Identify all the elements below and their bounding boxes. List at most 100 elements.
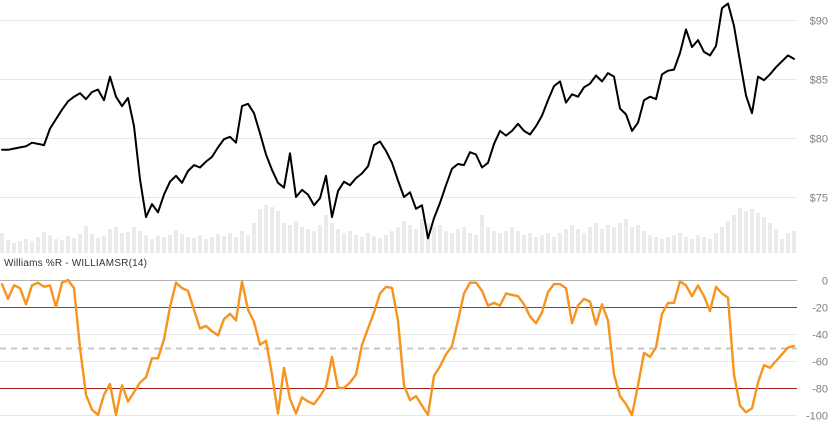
volume-bar — [618, 223, 622, 253]
volume-bar — [330, 223, 334, 253]
volume-bar — [600, 229, 604, 253]
volume-bar — [102, 236, 106, 253]
volume-bar — [606, 225, 610, 253]
volume-bar — [474, 235, 478, 253]
volume-bar — [90, 234, 94, 253]
volume-bar — [408, 225, 412, 253]
volume-bar — [318, 225, 322, 253]
volume-bar — [444, 231, 448, 253]
volume-bar — [42, 232, 46, 253]
volume-bar — [480, 215, 484, 253]
volume-bar — [270, 207, 274, 253]
volume-bar — [216, 234, 220, 253]
volume-bar — [204, 239, 208, 253]
volume-bar — [126, 232, 130, 253]
volume-bar — [570, 225, 574, 253]
volume-bar — [762, 217, 766, 253]
volume-bar — [636, 225, 640, 253]
volume-bar — [342, 233, 346, 253]
volume-bar — [774, 229, 778, 253]
volume-bar — [396, 227, 400, 253]
volume-bar — [96, 238, 100, 253]
volume-bar — [504, 231, 508, 253]
volume-bar — [234, 237, 238, 253]
volume-bar — [378, 238, 382, 253]
volume-bar — [12, 243, 16, 253]
price-axis-label: $90 — [810, 16, 828, 28]
volume-bar — [786, 233, 790, 253]
volume-bar — [654, 237, 658, 253]
price-gridlines — [0, 20, 797, 198]
volume-bar — [210, 237, 214, 253]
volume-bar — [402, 221, 406, 253]
volume-bar — [54, 239, 58, 253]
volume-bar — [174, 230, 178, 253]
volume-bar — [138, 231, 142, 253]
volume-bar — [150, 239, 154, 253]
williams-axis-label: -20 — [812, 303, 828, 315]
price-axis-labels: $90 $85 $80 $75 — [810, 16, 828, 205]
price-axis-label: $75 — [810, 193, 828, 205]
volume-bar — [678, 233, 682, 253]
volume-bar — [240, 231, 244, 253]
volume-bar — [384, 235, 388, 253]
volume-bar — [660, 239, 664, 253]
volume-bar — [132, 227, 136, 253]
volume-bar — [732, 215, 736, 253]
volume-bar — [144, 235, 148, 253]
volume-bar — [792, 231, 796, 253]
volume-bar — [108, 229, 112, 253]
volume-bar — [36, 237, 40, 253]
volume-bar — [366, 233, 370, 253]
volume-bar — [30, 241, 34, 253]
price-axis-label: $85 — [810, 75, 828, 87]
williams-axis-label: -60 — [812, 357, 828, 369]
volume-bar — [612, 227, 616, 253]
volume-bar — [642, 231, 646, 253]
volume-bar — [312, 231, 316, 253]
volume-bar — [648, 235, 652, 253]
volume-bar — [552, 237, 556, 253]
volume-bar — [0, 233, 4, 253]
volume-bar — [252, 223, 256, 253]
williams-axis-label: -100 — [806, 411, 828, 423]
volume-bar — [246, 235, 250, 253]
volume-bar — [294, 221, 298, 253]
volume-bar — [666, 237, 670, 253]
williams-axis-label: -80 — [812, 384, 828, 396]
volume-bar — [690, 239, 694, 253]
volume-bar — [432, 227, 436, 253]
volume-bar — [564, 229, 568, 253]
volume-bar — [264, 205, 268, 253]
volume-bar — [300, 227, 304, 253]
volume-bar — [348, 231, 352, 253]
volume-bar — [492, 231, 496, 253]
volume-bar — [6, 240, 10, 253]
volume-bar — [522, 235, 526, 253]
williams-axis-label: 0 — [822, 276, 828, 288]
volume-bar — [534, 237, 538, 253]
volume-bar — [540, 235, 544, 253]
volume-bar — [78, 234, 82, 253]
volume-bar — [18, 241, 22, 253]
volume-bar — [624, 219, 628, 253]
volume-bar — [462, 227, 466, 253]
volume-bar — [510, 227, 514, 253]
volume-bar — [696, 235, 700, 253]
volume-bar — [420, 219, 424, 253]
volume-bar — [120, 233, 124, 253]
volume-bar — [414, 229, 418, 253]
volume-bar — [576, 229, 580, 253]
volume-bar — [66, 236, 70, 253]
volume-bar — [768, 223, 772, 253]
volume-bar — [588, 227, 592, 253]
volume-bar — [48, 235, 52, 253]
volume-bar — [156, 236, 160, 253]
williams-r-line — [0, 278, 796, 417]
volume-bar — [498, 233, 502, 253]
volume-bar — [336, 229, 340, 253]
williams-axis-label: -40 — [812, 330, 828, 342]
volume-bar — [24, 239, 28, 253]
volume-bar — [258, 209, 262, 253]
